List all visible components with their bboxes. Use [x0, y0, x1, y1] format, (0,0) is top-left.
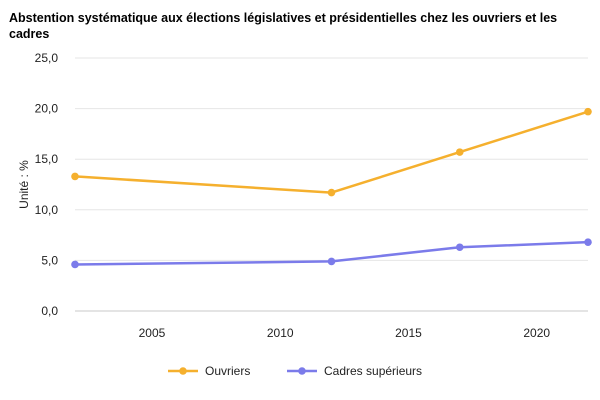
y-tick-label: 15,0: [35, 152, 59, 166]
x-tick-label: 2020: [523, 326, 550, 340]
y-axis-label: Unité : %: [17, 160, 31, 209]
legend-marker: [179, 367, 187, 375]
y-tick-label: 20,0: [35, 102, 59, 116]
data-point: [584, 107, 592, 116]
legend-label: Ouvriers: [205, 364, 250, 378]
x-tick-label: 2015: [395, 326, 422, 340]
y-tick-label: 0,0: [41, 304, 58, 318]
data-point: [327, 188, 336, 197]
chart-title: Abstention systématique aux élections lé…: [9, 11, 558, 41]
x-tick-label: 2010: [267, 326, 294, 340]
series-line-1: [74, 240, 589, 266]
data-point: [455, 243, 464, 252]
legend-label: Cadres supérieurs: [324, 364, 422, 378]
y-tick-label: 10,0: [35, 203, 59, 217]
data-point: [584, 238, 592, 246]
y-tick-label: 25,0: [35, 51, 59, 65]
y-tick-label: 5,0: [41, 253, 58, 267]
series-line-0: [74, 110, 589, 194]
data-point: [327, 257, 336, 266]
data-point: [71, 260, 79, 269]
data-point: [71, 172, 79, 181]
x-tick-label: 2005: [139, 326, 166, 340]
legend-marker: [298, 367, 306, 375]
data-point: [455, 148, 464, 156]
